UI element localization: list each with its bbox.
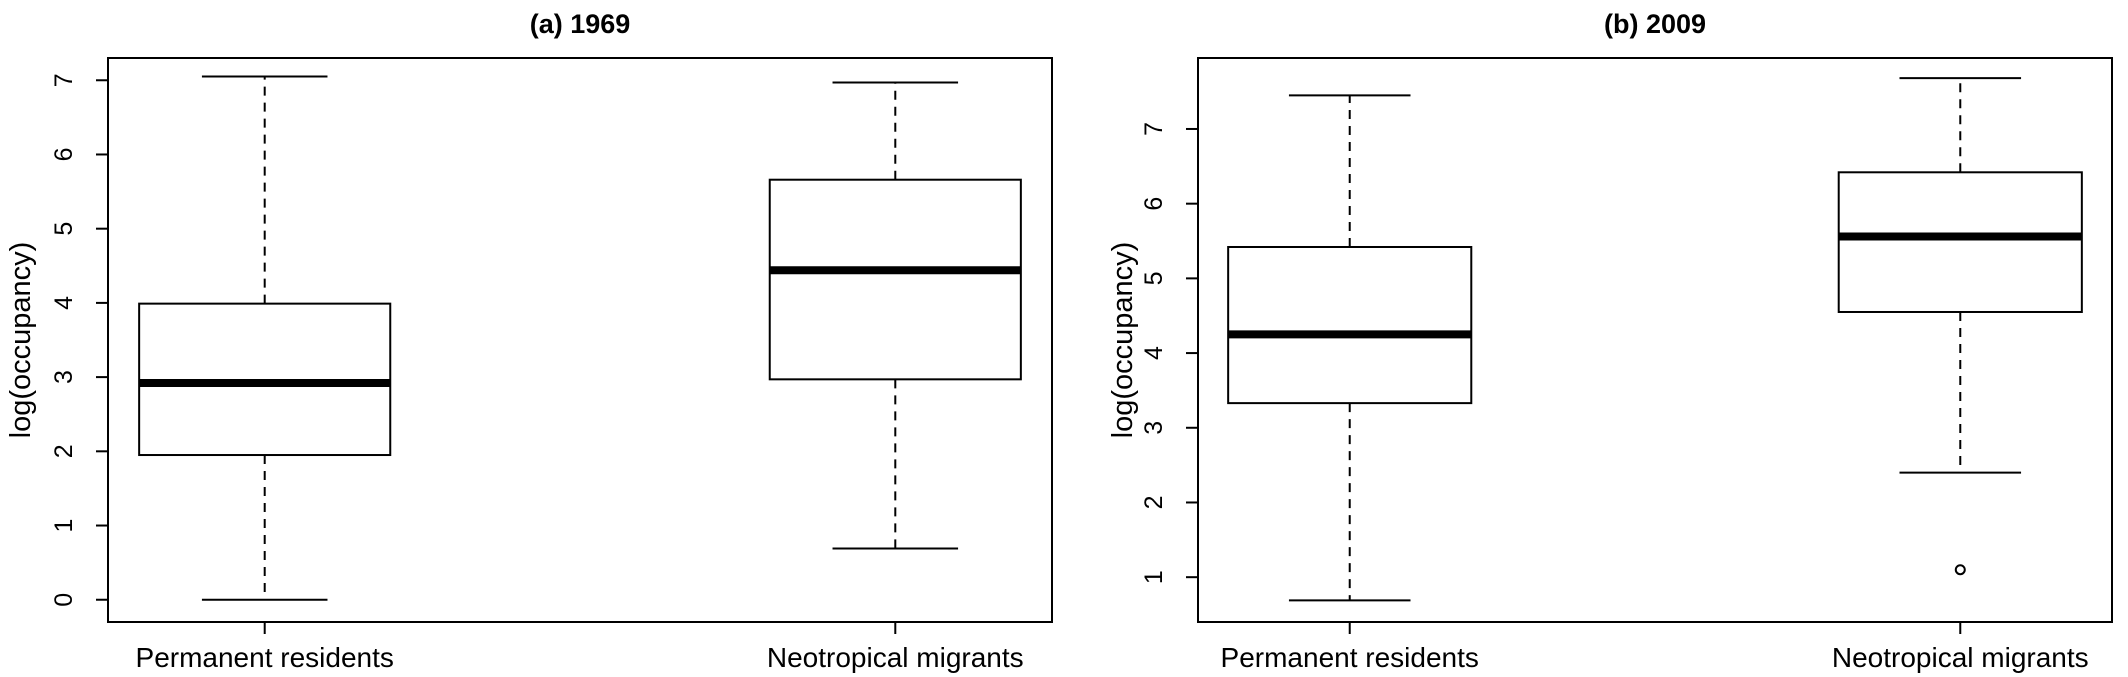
panel-2-y-tick-label-6: 6 <box>1140 197 1168 211</box>
panel-2-permanent-residents-box <box>1227 245 1473 405</box>
panel-2-y-tick-label-3: 3 <box>1140 421 1168 435</box>
panel-1-y-axis-label: log(occupancy) <box>5 242 37 439</box>
panel-1-permanent-residents-x-tick-label: Permanent residents <box>136 642 394 673</box>
panel-2-y-tick-label-7: 7 <box>1140 122 1168 136</box>
panel-2-y-tick-label-1: 1 <box>1140 570 1168 584</box>
panel-1-plot-frame <box>107 57 1053 623</box>
panel-1-y-tick-label-3: 3 <box>50 370 78 384</box>
panel-2-y-tick-label-2: 2 <box>1140 496 1168 510</box>
panel-2-neotropical-migrants-outlier-1 <box>1954 564 1966 576</box>
panel-2-permanent-residents-x-tick-label: Permanent residents <box>1221 642 1479 673</box>
panel-1-y-tick-label-2: 2 <box>50 444 78 458</box>
panel-2-y-tick-label-4: 4 <box>1140 346 1168 360</box>
panel-1-title: (a) 1969 <box>530 9 631 39</box>
panel-2-y-tick-label-5: 5 <box>1140 271 1168 285</box>
panel-2-y-axis-label: log(occupancy) <box>1107 242 1139 439</box>
panel-1-y-tick-label-1: 1 <box>50 519 78 533</box>
panel-1-y-tick-label-6: 6 <box>50 148 78 162</box>
panel-2-plot-frame <box>1197 57 2113 623</box>
panel-2-neotropical-migrants-x-tick-label: Neotropical migrants <box>1832 642 2089 673</box>
panel-1-y-tick-label-0: 0 <box>50 593 78 607</box>
panel-1-neotropical-migrants-x-tick-label: Neotropical migrants <box>767 642 1024 673</box>
panel-1-y-tick-label-5: 5 <box>50 222 78 236</box>
panel-1-y-tick-label-4: 4 <box>50 296 78 310</box>
panel-2-title: (b) 2009 <box>1604 9 1706 39</box>
panel-1-neotropical-migrants-box <box>768 178 1022 381</box>
panel-2-neotropical-migrants-box <box>1837 171 2083 313</box>
panel-1-y-tick-label-7: 7 <box>50 73 78 87</box>
